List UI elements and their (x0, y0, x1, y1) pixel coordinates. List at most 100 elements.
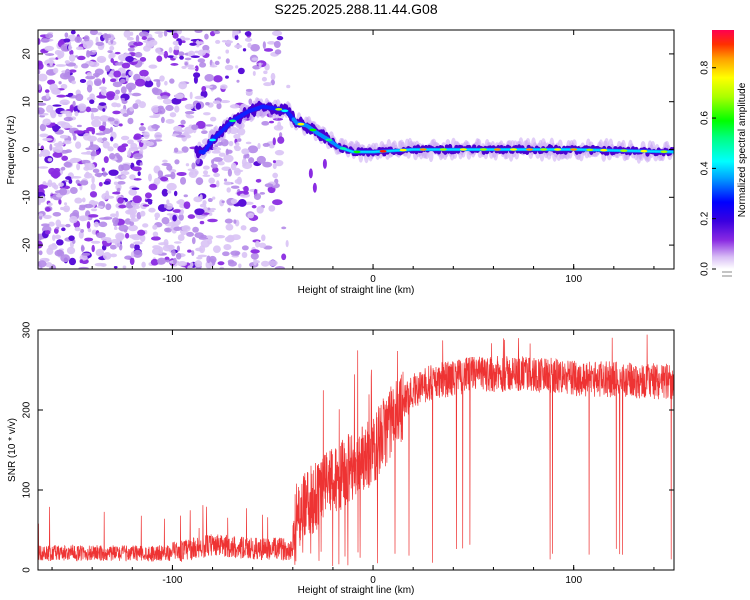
noise-blob (86, 51, 91, 58)
noise-blob (119, 61, 124, 65)
noise-blob (100, 88, 107, 96)
noise-blob (244, 37, 253, 42)
noise-blob (63, 161, 73, 168)
noise-blob (81, 252, 91, 256)
spec-xtick-label: 100 (565, 274, 582, 285)
noise-blob (172, 214, 177, 222)
noise-blob (165, 245, 175, 249)
noise-blob (105, 35, 109, 44)
noise-blob (44, 89, 50, 94)
noise-blob (164, 174, 174, 178)
noise-blob (181, 65, 187, 69)
noise-blob (38, 240, 43, 249)
noise-blob (184, 57, 192, 61)
noise-blob (86, 84, 93, 93)
noise-blob (91, 119, 102, 128)
noise-blob (256, 155, 266, 164)
noise-blob (132, 195, 142, 204)
noise-blob (178, 51, 185, 57)
noise-blob (247, 145, 259, 154)
noise-blob (202, 174, 211, 178)
noise-blob (98, 181, 103, 187)
noise-blob (194, 30, 203, 34)
noise-blob (115, 89, 121, 95)
noise-blob (64, 60, 71, 64)
noise-blob (101, 236, 112, 241)
colorbar-ticks: 0.0 0.2 0.4 0.6 0.8 (700, 60, 732, 277)
noise-blob (173, 257, 177, 265)
noise-blob (281, 253, 287, 261)
noise-blob (55, 64, 67, 67)
noise-blob (91, 176, 95, 184)
ridge-hotspot (379, 149, 387, 153)
noise-blob (92, 72, 101, 77)
noise-blob (235, 141, 240, 147)
noise-blob (212, 100, 221, 104)
noise-blob (190, 262, 194, 267)
figure-title: S225.2025.288.11.44.G08 (274, 1, 437, 17)
noise-blob (173, 190, 178, 197)
ridge-hotspot (479, 148, 487, 151)
noise-blob (160, 95, 169, 100)
noise-blob (95, 248, 105, 257)
noise-blob (187, 168, 197, 172)
noise-blob (202, 165, 210, 170)
noise-blob (72, 100, 76, 107)
noise-blob (168, 47, 173, 54)
spectrogram-marks (38, 30, 674, 269)
noise-blob (137, 229, 146, 236)
noise-blob (139, 162, 143, 166)
noise-blob (127, 224, 138, 232)
noise-blob (131, 187, 140, 191)
noise-blob (237, 67, 245, 75)
noise-blob (75, 93, 84, 102)
noise-blob (141, 261, 146, 268)
noise-blob (236, 79, 240, 83)
noise-blob (268, 205, 276, 212)
noise-blob (83, 203, 94, 209)
noise-blob (90, 240, 101, 244)
noise-blob (108, 73, 113, 77)
noise-blob (75, 46, 84, 51)
colorbar-tick-label: 0.6 (700, 111, 711, 125)
noise-blob (110, 253, 118, 258)
noise-blob (48, 243, 58, 251)
noise-blob (184, 110, 195, 115)
noise-blob (165, 104, 174, 112)
snr-series-line (38, 334, 674, 567)
noise-blob (47, 157, 53, 162)
noise-blob (148, 183, 158, 191)
noise-blob (165, 202, 174, 210)
noise-blob (62, 140, 72, 145)
noise-blob (54, 234, 61, 240)
noise-blob (248, 157, 255, 164)
noise-blob (103, 156, 109, 164)
snr-ytick-label: 0 (22, 567, 33, 573)
noise-blob (95, 41, 104, 46)
noise-blob (225, 39, 232, 48)
noise-blob (92, 116, 102, 120)
noise-blob (129, 45, 135, 48)
noise-blob (227, 260, 237, 267)
noise-blob (223, 178, 228, 182)
noise-blob (76, 163, 81, 171)
ridge-hotspot (309, 128, 317, 132)
noise-blob (77, 55, 86, 61)
noise-blob (79, 259, 84, 264)
noise-blob (48, 167, 56, 175)
noise-blob (110, 58, 114, 63)
noise-blob (132, 103, 139, 110)
noise-blob (180, 176, 187, 185)
noise-blob (85, 162, 95, 171)
noise-blob (185, 64, 195, 68)
noise-blob (64, 68, 71, 77)
noise-blob (210, 116, 217, 122)
ridge-hotspot (275, 108, 283, 111)
spec-ytick-label: 10 (22, 96, 33, 108)
noise-blob (49, 143, 53, 151)
ridge-hotspot (526, 148, 534, 151)
noise-blob (94, 80, 102, 87)
noise-blob (68, 69, 77, 73)
noise-blob (38, 73, 48, 82)
noise-blob (123, 30, 131, 38)
